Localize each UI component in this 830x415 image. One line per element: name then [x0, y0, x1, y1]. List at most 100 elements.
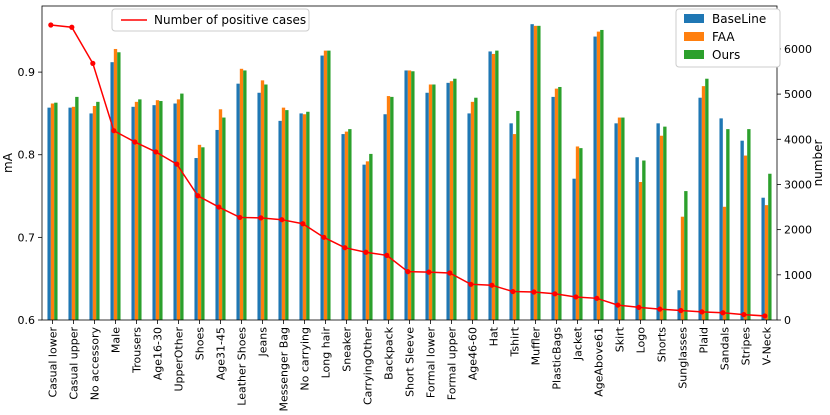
bar-baseline-34: [761, 197, 765, 320]
bar-faa-34: [764, 205, 769, 320]
y2-tick-label-3: 3000: [784, 178, 812, 191]
bar-baseline-24: [551, 96, 555, 320]
legend-line-box: [111, 8, 310, 32]
x-tick-label-8: Age31-45: [215, 327, 228, 380]
bar-ours-22: [516, 110, 520, 320]
x-tick-label-12: No carrying: [299, 327, 312, 391]
x-tick-label-31: Plaid: [698, 327, 711, 353]
bar-faa-3: [113, 48, 118, 320]
bar-faa-6: [176, 99, 181, 321]
x-tick-label-2: No accessory: [89, 327, 102, 401]
bar-faa-10: [260, 80, 265, 321]
bar-ours-4: [138, 99, 142, 321]
bar-faa-30: [680, 216, 685, 320]
positive-cases-point-1: [69, 24, 75, 30]
bar-baseline-28: [635, 157, 639, 320]
bar-faa-2: [92, 105, 97, 320]
positive-cases-point-6: [174, 161, 180, 167]
bar-ours-33: [747, 129, 751, 320]
x-tick-label-16: Backpack: [383, 326, 396, 379]
bar-faa-16: [386, 96, 391, 320]
bar-faa-31: [701, 86, 706, 321]
positive-cases-point-34: [762, 313, 768, 319]
line-layer: [48, 22, 768, 319]
x-tick-label-26: AgeAbove61: [593, 327, 606, 397]
bar-ours-19: [453, 78, 457, 320]
bar-baseline-33: [740, 140, 744, 320]
bar-faa-12: [302, 114, 307, 320]
positive-cases-point-20: [468, 281, 474, 287]
x-tick-label-14: Sneaker: [341, 327, 354, 372]
positive-cases-point-11: [279, 217, 285, 223]
bar-faa-32: [722, 206, 727, 320]
bar-baseline-1: [68, 107, 72, 320]
positive-cases-point-17: [405, 269, 411, 275]
bar-baseline-4: [131, 106, 135, 320]
bar-ours-18: [432, 84, 436, 320]
bar-ours-31: [705, 78, 709, 320]
legend-line: Number of positive cases: [111, 8, 310, 32]
positive-cases-point-10: [258, 215, 264, 221]
positive-cases-point-24: [552, 291, 558, 297]
bar-faa-8: [218, 109, 223, 320]
bar-ours-5: [159, 101, 163, 320]
bar-faa-7: [197, 144, 202, 320]
bar-baseline-29: [656, 123, 660, 320]
legend-swatch-faa: [684, 32, 704, 41]
x-tick-label-9: Leather Shoes: [236, 327, 249, 406]
x-tick-label-23: Muffler: [530, 327, 543, 366]
positive-cases-point-28: [636, 304, 642, 310]
x-tick-label-18: Formal lower: [425, 327, 438, 399]
x-tick-label-5: Age16-30: [152, 327, 165, 380]
bar-faa-14: [344, 131, 349, 320]
bar-ours-13: [327, 50, 331, 321]
right-axis: 0 1000 2000 3000 4000 5000 6000: [777, 43, 812, 327]
x-tick-label-30: Sunglasses: [677, 327, 690, 389]
bar-faa-22: [512, 134, 517, 320]
positive-cases-point-2: [90, 60, 96, 66]
positive-cases-point-9: [237, 214, 243, 221]
x-axis: Casual lower Casual upper No accessory Male…: [47, 320, 774, 412]
bar-faa-19: [449, 81, 454, 320]
bar-ours-30: [684, 191, 688, 320]
positive-cases-point-22: [510, 288, 516, 295]
bar-layer: [47, 24, 772, 321]
positive-cases-point-16: [384, 252, 390, 258]
y-tick-label-1: 0.7: [18, 231, 36, 244]
bar-ours-2: [96, 101, 100, 320]
bar-faa-0: [50, 103, 55, 320]
bar-ours-14: [348, 129, 352, 320]
positive-cases-point-12: [300, 221, 306, 227]
positive-cases-point-8: [216, 204, 222, 210]
bar-ours-1: [75, 96, 79, 320]
positive-cases-point-25: [573, 294, 579, 300]
y2-axis-label: number: [811, 140, 825, 187]
bar-ours-26: [600, 29, 604, 321]
positive-cases-point-33: [741, 311, 747, 318]
x-tick-label-32: Sandals: [719, 327, 732, 370]
bar-faa-11: [281, 107, 286, 320]
bar-ours-27: [621, 117, 625, 320]
bar-faa-29: [659, 135, 664, 320]
bar-baseline-17: [404, 70, 408, 320]
bar-ours-6: [180, 93, 184, 320]
positive-cases-point-32: [720, 310, 726, 316]
x-tick-label-4: Trousers: [131, 327, 144, 374]
x-tick-label-11: Messenger Bag: [278, 327, 291, 412]
legend-label-baseline: BaseLine: [712, 12, 766, 26]
bar-ours-21: [495, 50, 499, 321]
legend-label-ours: Ours: [712, 48, 740, 62]
x-tick-label-10: Jeans: [257, 327, 270, 358]
positive-cases-point-4: [132, 139, 138, 145]
x-tick-label-21: Hat: [488, 326, 501, 346]
bar-baseline-31: [698, 97, 702, 320]
bar-baseline-12: [299, 113, 303, 320]
bar-baseline-14: [341, 134, 345, 320]
x-tick-label-0: Casual lower: [47, 327, 60, 398]
bar-baseline-27: [614, 123, 618, 320]
positive-cases-point-26: [594, 295, 600, 301]
y-tick-label-0: 0.6: [18, 314, 36, 327]
y-tick-label-3: 0.9: [18, 66, 36, 79]
x-tick-label-6: UpperOther: [173, 327, 186, 392]
bar-ours-32: [726, 129, 730, 320]
